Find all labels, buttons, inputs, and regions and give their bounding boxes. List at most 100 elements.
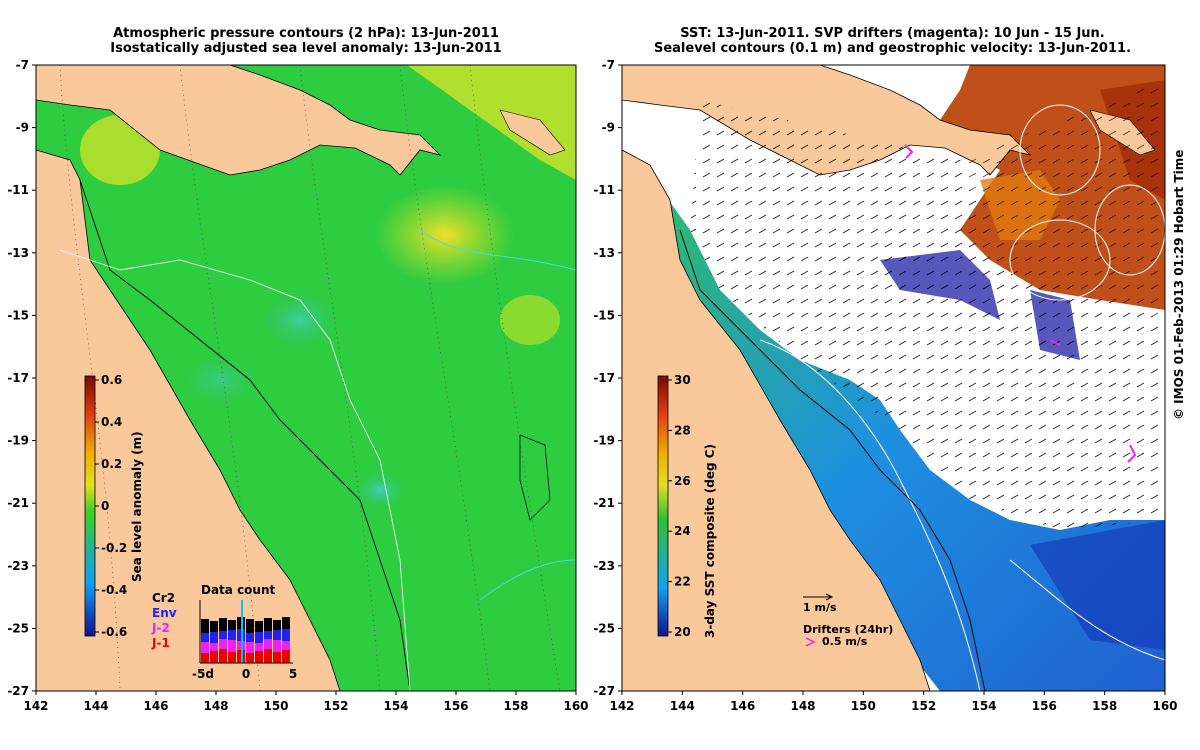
- longitude-tick-label: 158: [503, 699, 528, 713]
- longitude-tick-label: 150: [851, 699, 876, 713]
- left-title-line2: Isostatically adjusted sea level anomaly…: [110, 41, 502, 56]
- data-count-bar-segment: [219, 639, 227, 649]
- data-count-bar-segment: [219, 618, 227, 631]
- latitude-tick-label: -13: [7, 246, 29, 260]
- colorbar-tick-label: 24: [674, 524, 691, 538]
- australia-land-left: [36, 149, 341, 691]
- longitude-tick-label: 154: [383, 699, 408, 713]
- data-count-bar-segment: [210, 621, 218, 632]
- data-count-bar-segment: [282, 629, 290, 641]
- velocity-scale-label: 1 m/s: [803, 601, 837, 614]
- latitude-tick-label: -9: [16, 121, 29, 135]
- data-count-bar-segment: [210, 632, 218, 643]
- data-count-bar-segment: [255, 621, 263, 632]
- data-count-bar-segment: [264, 649, 272, 663]
- data-count-bar-segment: [264, 639, 272, 649]
- latitude-tick-label: -27: [7, 684, 29, 698]
- latitude-tick-label: -15: [593, 308, 615, 322]
- latitude-tick-label: -9: [602, 121, 615, 135]
- data-count-tick-label: 5: [289, 667, 297, 681]
- data-count-bar-segment: [228, 630, 236, 640]
- colorbar-tick-label: 26: [674, 474, 691, 488]
- png-land-left: [36, 65, 442, 176]
- longitude-tick-label: 146: [143, 699, 168, 713]
- data-count-bar-segment: [273, 630, 281, 640]
- data-count-bar-segment: [273, 640, 281, 652]
- data-count-bar-segment: [282, 650, 290, 663]
- data-count-bar-segment: [201, 619, 209, 633]
- longitude-tick-label: 148: [790, 699, 815, 713]
- latitude-tick-label: -21: [593, 496, 615, 510]
- satellite-legend-entry: J-1: [151, 636, 170, 650]
- colorbar-tick-label: 0.6: [101, 373, 122, 387]
- data-count-bar-segment: [264, 618, 272, 631]
- longitude-tick-label: 156: [1032, 699, 1057, 713]
- colorbar-tick-label: 0.4: [101, 415, 122, 429]
- data-count-bar-segment: [201, 642, 209, 653]
- data-count-ticks: -5d 0 5: [192, 667, 297, 681]
- axis-ticks: 142 144 146 148 150 152 154 156 158 160 -7 -9 -11 -13…: [7, 58, 1177, 713]
- colorbar-tick-label: 22: [674, 575, 691, 589]
- drifters-label: Drifters (24hr): [803, 623, 893, 636]
- longitude-tick-label: 154: [971, 699, 996, 713]
- sla-colorbar: [84, 375, 96, 637]
- drifter-scale-arrow: [805, 637, 816, 647]
- longitude-tick-label: 146: [730, 699, 755, 713]
- latitude-tick-label: -15: [7, 308, 29, 322]
- right-title-line2: Sealevel contours (0.1 m) and geostrophi…: [653, 41, 1132, 56]
- latitude-tick-label: -13: [593, 246, 615, 260]
- data-count-bar-segment: [246, 619, 254, 633]
- colorbar-tick-label: -0.2: [101, 541, 127, 555]
- drifter-track-1: [904, 144, 914, 159]
- data-count-inset: Data count -5d 0 5: [192, 583, 297, 681]
- data-count-bar-segment: [228, 652, 236, 663]
- longitude-tick-label: 148: [203, 699, 228, 713]
- data-count-bar-segment: [264, 631, 272, 639]
- data-count-bar-segment: [282, 641, 290, 650]
- satellite-legend-entry: Env: [152, 606, 177, 620]
- longitude-tick-label: 152: [911, 699, 936, 713]
- data-count-bar-segment: [228, 620, 236, 630]
- colorbar-tick-label: 0: [101, 499, 109, 513]
- sst-colorbar: [657, 375, 669, 637]
- longitude-tick-label: 144: [670, 699, 695, 713]
- right-title-line1: SST: 13-Jun-2011. SVP drifters (magenta)…: [680, 26, 1105, 41]
- latitude-tick-label: -11: [7, 183, 29, 197]
- data-count-bar-segment: [273, 652, 281, 663]
- data-count-bars: [201, 600, 290, 663]
- data-count-bar-segment: [228, 640, 236, 652]
- satellite-legend-entry: Cr2: [152, 591, 175, 605]
- satellite-legend-entry: J-2: [151, 621, 170, 635]
- longitude-tick-label: 160: [563, 699, 588, 713]
- drifter-scale-label: 0.5 m/s: [822, 635, 868, 648]
- latitude-tick-label: -27: [593, 684, 615, 698]
- longitude-tick-label: 160: [1152, 699, 1177, 713]
- left-title-line1: Atmospheric pressure contours (2 hPa): 1…: [113, 26, 499, 41]
- geostrophic-velocity-arrows: [690, 100, 1165, 530]
- latitude-tick-label: -17: [7, 371, 29, 385]
- drifter-track-3: [1049, 339, 1061, 346]
- latitude-tick-label: -21: [7, 496, 29, 510]
- latitude-tick-label: -25: [7, 621, 29, 635]
- longitude-tick-label: 150: [263, 699, 288, 713]
- data-count-bar-segment: [255, 632, 263, 643]
- data-count-bar-segment: [201, 653, 209, 663]
- drifter-track-2: [1127, 444, 1137, 463]
- data-count-bar-segment: [246, 653, 254, 663]
- sst-colorbar-label: 3-day SST composite (deg C): [703, 444, 717, 638]
- longitude-tick-label: 156: [443, 699, 468, 713]
- data-count-bar-segment: [246, 633, 254, 642]
- data-count-bar-segment: [255, 651, 263, 663]
- data-count-bar-segment: [210, 651, 218, 663]
- data-count-bar-segment: [246, 642, 254, 653]
- colorbar-tick-label: 28: [674, 423, 691, 437]
- sla-colorbar-ticks: 0.6 0.4 0.2 0 -0.2 -0.4 -0.6: [95, 373, 127, 639]
- longitude-tick-label: 144: [83, 699, 108, 713]
- data-count-tick-label: -5d: [192, 667, 214, 681]
- data-count-bar-segment: [282, 617, 290, 629]
- latitude-tick-label: -19: [593, 434, 615, 448]
- longitude-tick-label: 152: [323, 699, 348, 713]
- data-count-bar-segment: [219, 649, 227, 663]
- sst-colorbar-ticks: 30 28 26 24 22 20: [668, 373, 691, 639]
